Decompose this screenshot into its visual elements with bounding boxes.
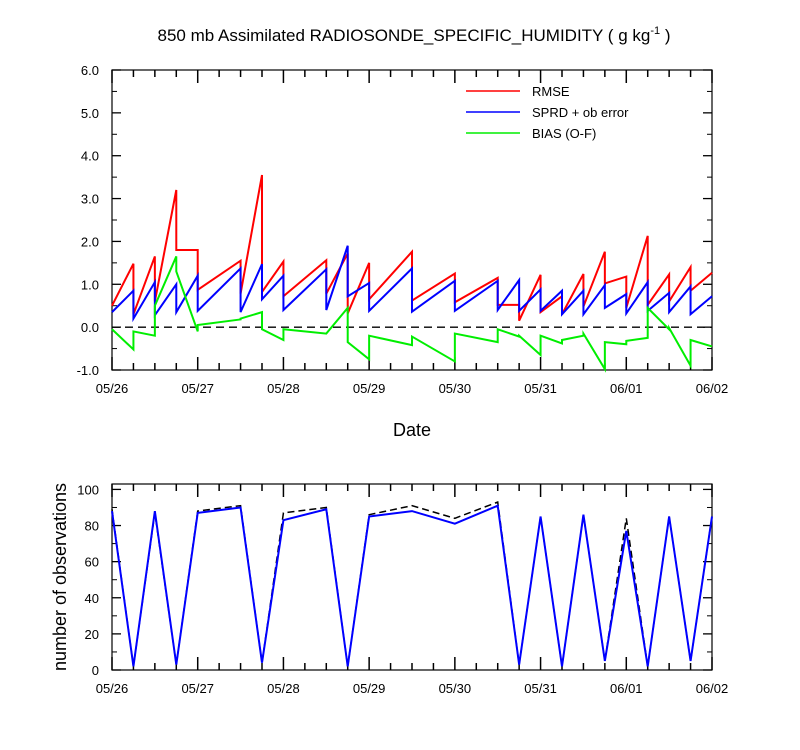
x-tick-label: 06/02 [696,681,729,696]
x-tick-label: 05/27 [181,681,214,696]
legend-rmse-label: RMSE [532,84,570,99]
y-tick-label: 3.0 [81,192,99,207]
x-tick-label: 06/02 [696,381,729,396]
y-tick-label: 1.0 [81,277,99,292]
y-tick-label: 4.0 [81,149,99,164]
series-line-bias-o-f [111,256,713,373]
x-tick-label: 05/31 [524,381,557,396]
x-tick-label: 06/01 [610,681,643,696]
bottom-series-group [111,501,713,667]
top-tick-labels: 05/26 05/27 05/28 05/29 05/30 05/31 06/01 06/02… [77,63,729,396]
chart-title-suffix: ) [660,26,670,45]
y-tick-label: 0.0 [81,320,99,335]
legend: RMSE SPRD + ob error BIAS (O-F) [466,84,629,141]
x-tick-label: 05/30 [439,381,472,396]
chart-title-main: 850 mb Assimilated RADIOSONDE_SPECIFIC_H… [158,26,651,45]
y-tick-label: 80 [85,519,99,534]
chart-title: 850 mb Assimilated RADIOSONDE_SPECIFIC_H… [158,25,671,45]
y-tick-label: -1.0 [77,363,99,378]
y-tick-label: 2.0 [81,234,99,249]
top-series-group [111,174,713,373]
series-line-sprd-ob-error [111,245,713,323]
y-tick-label: 60 [85,555,99,570]
x-axis-label: Date [393,420,431,440]
x-tick-label: 05/31 [524,681,557,696]
y-tick-label: 0 [92,663,99,678]
x-tick-label: 05/26 [96,681,129,696]
series-line-possible [111,501,713,667]
top-panel: 05/26 05/27 05/28 05/29 05/30 05/31 06/01 06/02… [77,63,729,440]
y-tick-label: 20 [85,627,99,642]
x-tick-label: 05/28 [267,381,300,396]
x-tick-label: 05/29 [353,381,386,396]
y-tick-label: 5.0 [81,106,99,121]
bottom-tick-labels: 05/26 05/27 05/28 05/29 05/30 05/31 06/01 06/02… [77,482,728,696]
top-axis-ticks [111,69,713,371]
series-line-rmse [111,174,713,322]
series-line-assimilated [111,504,713,667]
bottom-axis-ticks [111,484,713,671]
legend-sprd-label: SPRD + ob error [532,105,629,120]
y-tick-label: 6.0 [81,63,99,78]
y-tick-label: 100 [77,482,99,497]
y-tick-label: 40 [85,591,99,606]
bottom-panel: 05/26 05/27 05/28 05/29 05/30 05/31 06/01 06/02… [50,482,728,696]
x-tick-label: 05/30 [439,681,472,696]
y-axis-label-observations: number of observations [50,483,70,671]
x-tick-label: 05/28 [267,681,300,696]
x-tick-label: 05/29 [353,681,386,696]
legend-bias-label: BIAS (O-F) [532,126,596,141]
x-tick-label: 05/27 [181,381,214,396]
chart-title-superscript: -1 [650,25,660,37]
x-tick-label: 06/01 [610,381,643,396]
x-tick-label: 05/26 [96,381,129,396]
